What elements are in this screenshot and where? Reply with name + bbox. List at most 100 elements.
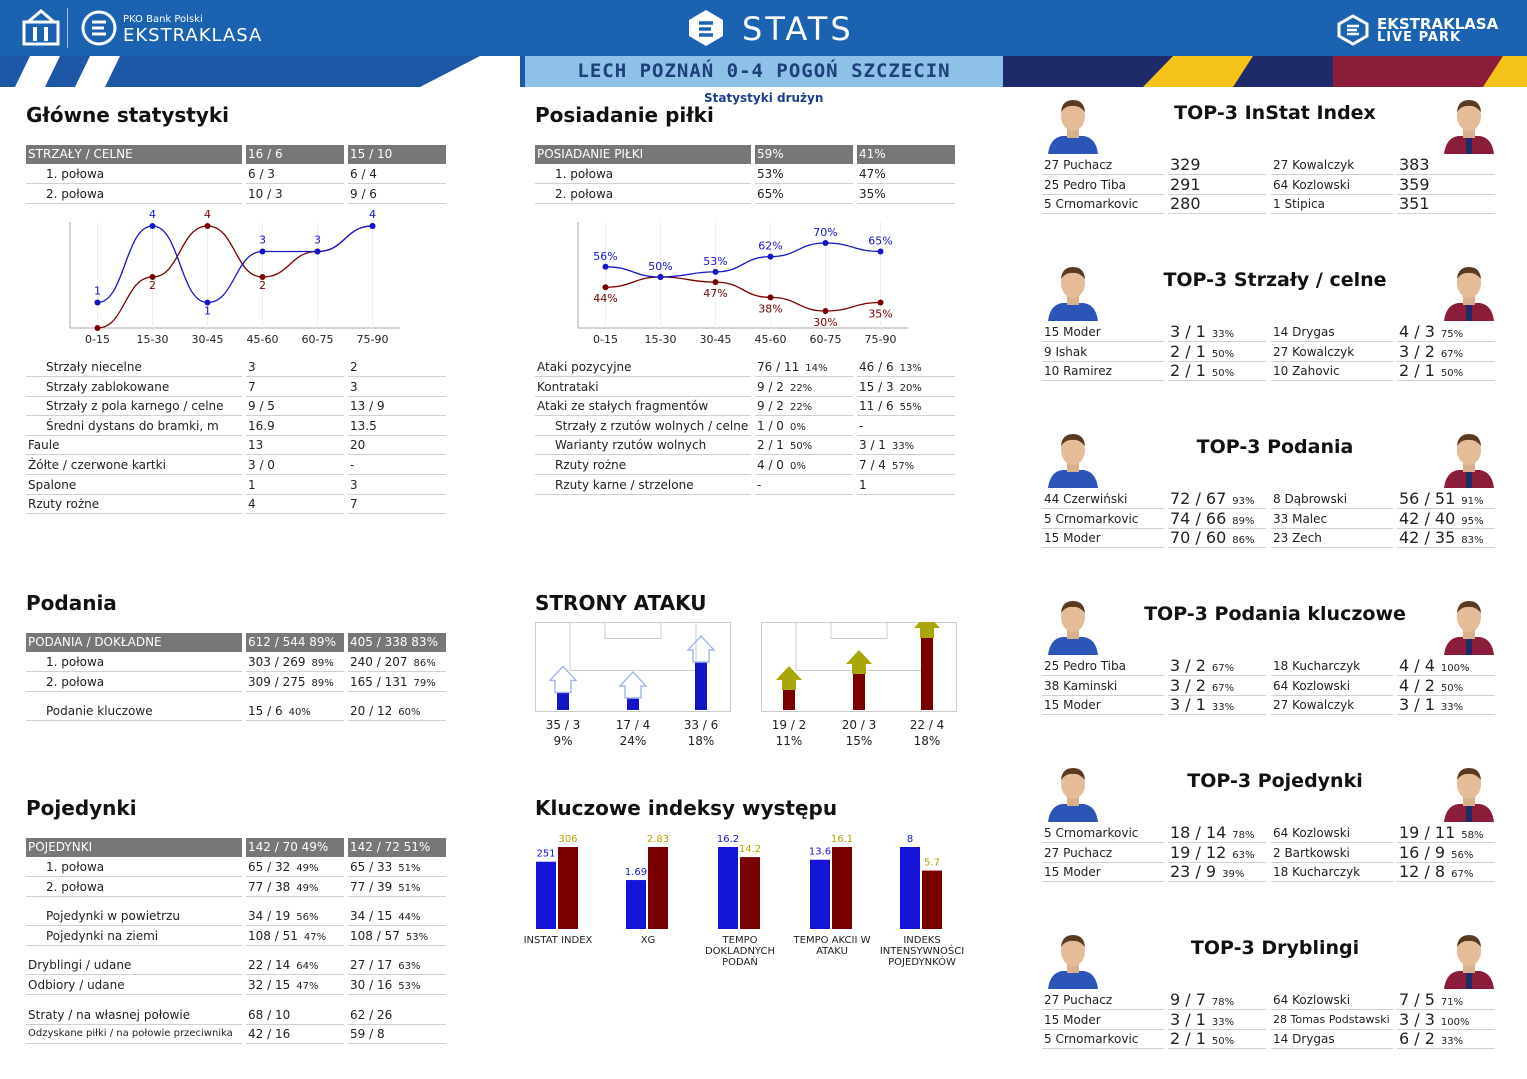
percent: 100% <box>1440 663 1470 674</box>
top3-block: TOP-3 Strzały / celne 15 Moder 3 / 1 33% 14 … <box>1040 255 1510 415</box>
row-home: 9 / 2 22% <box>755 397 853 417</box>
value: 32 / 15 <box>248 978 291 992</box>
row-home: 9 / 5 <box>246 397 344 417</box>
attack-away-percent: 15% <box>845 734 873 748</box>
home-series-point <box>259 248 266 255</box>
percent: 89% <box>311 677 334 689</box>
player-avatar-icon <box>1444 601 1494 655</box>
value: 15 / 6 <box>248 704 283 719</box>
away-series-point <box>712 279 719 286</box>
tick-label: 75-90 <box>865 333 897 346</box>
passes-rows: 1. połowa 303 / 269 89% 240 / 207 86% 2. poło… <box>26 653 448 723</box>
player-avatar-icon <box>1048 601 1098 655</box>
possession-table: POSIADANIE PIŁKI 59% 41% 1. połowa 53% 4… <box>535 145 957 205</box>
row-home: 42 / 16 <box>246 1025 344 1045</box>
value: 3 / 1 <box>1399 696 1435 714</box>
home-bar <box>718 847 738 929</box>
percent: 56% <box>1451 849 1474 861</box>
tick-label: 0-15 <box>85 333 110 346</box>
tick-label: 0-15 <box>593 333 618 346</box>
face <box>1061 769 1085 799</box>
neck <box>1067 462 1079 472</box>
row-label: Kontrataki <box>535 378 751 397</box>
value: 46 / 6 <box>859 360 894 374</box>
home-data-label: 4 <box>149 210 156 221</box>
row-home: 15 / 6 40% <box>246 702 344 722</box>
table-row: 5 Crnomarkovic 2 / 1 50% 14 Drygas 6 / 2 33% <box>1040 1030 1500 1049</box>
percent: 86% <box>413 658 436 669</box>
player-avatar-icon <box>1048 267 1098 321</box>
top3-title: TOP-3 Podania <box>1196 436 1354 458</box>
percent: 0% <box>789 421 806 433</box>
home-series-point <box>369 223 376 229</box>
percent: 79% <box>413 677 436 689</box>
away-bar <box>558 847 578 929</box>
table-row: 38 Kaminski 3 / 2 67% 64 Kozlowski 4 / 2 50% <box>1040 677 1500 696</box>
home-series <box>605 242 881 278</box>
table-row: 25 Pedro Tiba 3 / 2 67% 18 Kucharczyk 4 / 4 1… <box>1040 657 1500 676</box>
home-data-label: 1 <box>204 305 211 318</box>
neck <box>1067 128 1079 138</box>
table-row: 27 Puchacz 19 / 12 63% 2 Bartkowski 16 / 9 56… <box>1040 844 1500 863</box>
percent: 95% <box>1461 515 1484 527</box>
player-avatar-icon <box>1444 768 1494 822</box>
player-home-value: 18 / 14 78% <box>1168 824 1266 843</box>
neck <box>1463 796 1475 806</box>
away-bar-label: 14.2 <box>739 844 761 855</box>
attack-home-percent: 9% <box>553 734 573 748</box>
value: 77 / 39 <box>350 879 393 894</box>
player-home-name: 15 Moder <box>1042 323 1164 342</box>
player-home-name: 15 Moder <box>1042 529 1164 548</box>
player-away-name: 8 Dąbrowski <box>1271 490 1393 509</box>
player-away-name: 28 Tomas Podstawski <box>1271 1011 1393 1030</box>
value: 303 / 269 <box>248 655 306 669</box>
value: 2 / 1 <box>1170 342 1206 361</box>
top3-title: TOP-3 Strzały / celne <box>1163 269 1387 291</box>
value: 9 / 7 <box>1170 991 1206 1009</box>
percent: 63% <box>398 961 421 973</box>
top3-panel: TOP-3 InStat Index 27 Puchacz 329 27 Kowalc… <box>1040 88 1510 1058</box>
away-series <box>605 276 881 312</box>
player-home-value: 291 <box>1168 176 1266 195</box>
percent: 13% <box>899 363 922 374</box>
header-home: 16 / 6 <box>246 145 344 164</box>
stats-logo-icon <box>689 10 723 46</box>
table-row: Strzały zablokowane 7 3 <box>26 378 448 397</box>
home-series-point <box>712 268 719 275</box>
percent: 33% <box>891 441 915 453</box>
table-row: Kontrataki 9 / 2 22% 15 / 3 20% <box>535 378 957 397</box>
player-away-name: 14 Drygas <box>1271 1030 1393 1049</box>
value: 3 / 1 <box>1170 323 1206 341</box>
row-label: Rzuty karne / strzelone <box>535 476 751 495</box>
player-home-name: 38 Kaminski <box>1042 677 1164 696</box>
percent: 40% <box>288 707 311 719</box>
player-away-name: 64 Kozlowski <box>1271 991 1393 1010</box>
value: 65 / 33 <box>350 860 393 874</box>
player-home-value: 9 / 7 78% <box>1168 991 1266 1010</box>
table-row: Strzały z pola karnego / celne 9 / 5 13 / … <box>26 397 448 417</box>
player-away-name: 27 Kowalczyk <box>1271 156 1393 175</box>
value: 329 <box>1170 156 1201 174</box>
row-away: - <box>857 417 955 436</box>
value: 3 / 2 <box>1170 676 1206 695</box>
hair <box>1457 267 1481 279</box>
player-home-value: 3 / 1 33% <box>1168 696 1266 715</box>
row-home: 3 / 0 <box>246 456 344 475</box>
percent: 33% <box>1440 1036 1464 1047</box>
table-row: 2. połowa 309 / 275 89% 165 / 131 79% <box>26 673 448 692</box>
value: 359 <box>1399 175 1430 194</box>
row-home: 68 / 10 <box>246 1006 344 1025</box>
percent: 93% <box>1232 496 1255 507</box>
face <box>1457 435 1481 465</box>
live-park-line1: EKSTRAKLASA <box>1377 15 1499 33</box>
value: 108 / 51 <box>248 928 298 943</box>
player-away-value: 4 / 2 50% <box>1397 677 1495 696</box>
top3-block: TOP-3 Podania kluczowe 25 Pedro Tiba 3 / 2… <box>1040 589 1510 749</box>
goal-box <box>830 622 888 639</box>
key-index-category: TEMPO DOKLADNYCH PODAŃ <box>704 935 775 968</box>
row-label: Rzuty rożne <box>26 495 242 515</box>
value: 42 / 40 <box>1399 509 1456 528</box>
face <box>1457 268 1481 298</box>
player-home-name: 15 Moder <box>1042 863 1164 882</box>
